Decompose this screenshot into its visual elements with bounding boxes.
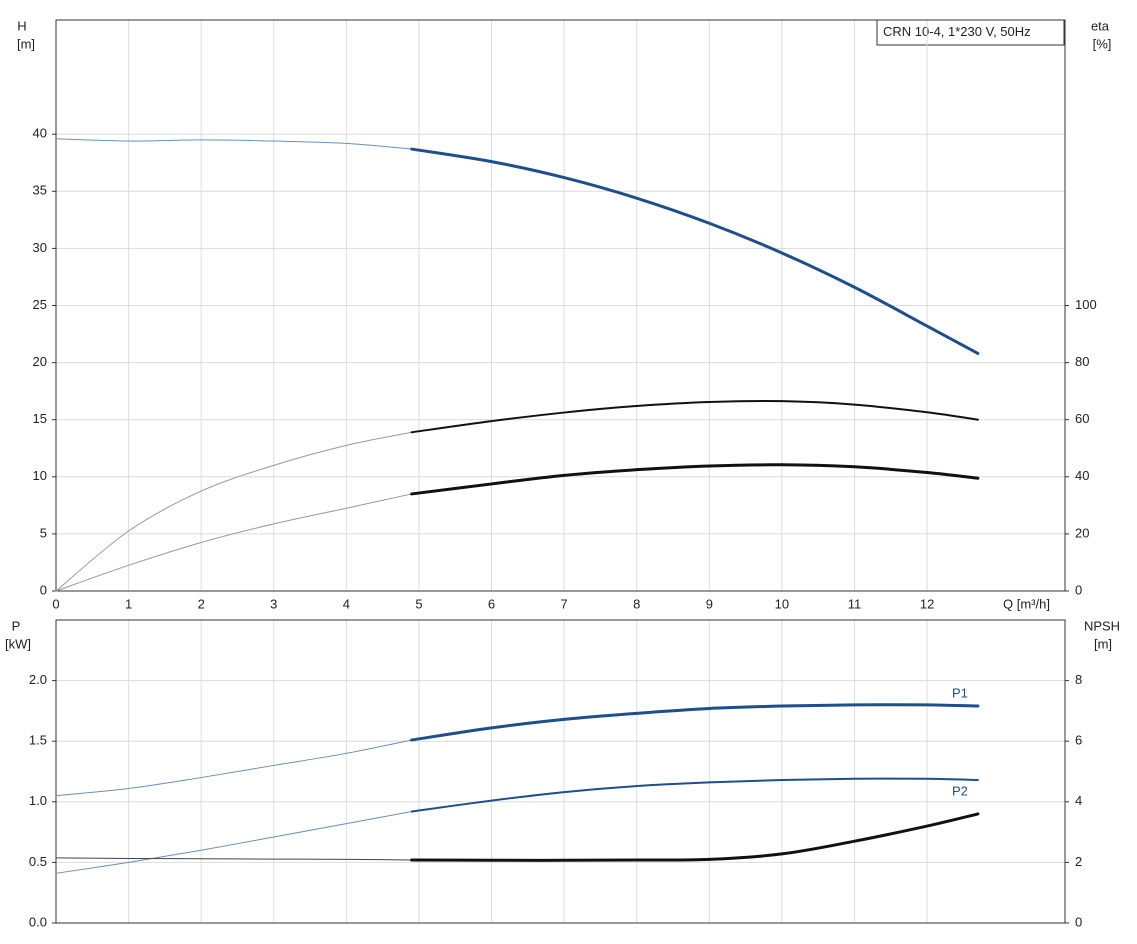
curve: [55, 138, 413, 150]
series-label: P1: [952, 685, 968, 700]
y-tick-label: 1.0: [29, 793, 47, 808]
y2-axis-unit: [%]: [1093, 36, 1112, 51]
curve: [410, 147, 980, 355]
y-tick-label: 1.5: [29, 733, 47, 748]
y-axis-unit: [kW]: [5, 636, 31, 651]
series-label: P2: [952, 783, 968, 798]
x-tick-label: 0: [52, 596, 59, 611]
curve: [410, 463, 980, 496]
y2-tick-label: 20: [1075, 525, 1089, 540]
y-axis-label: P: [12, 618, 21, 633]
x-tick-label: 4: [343, 596, 350, 611]
y2-tick-label: 4: [1075, 793, 1082, 808]
y2-tick-label: 6: [1075, 733, 1082, 748]
x-tick-label: 7: [561, 596, 568, 611]
y-tick-label: 0.5: [29, 854, 47, 869]
y-tick-label: 35: [33, 183, 47, 198]
x-tick-label: 1: [125, 596, 132, 611]
x-tick-label: 6: [488, 596, 495, 611]
y2-tick-label: 0: [1075, 582, 1082, 597]
x-tick-label: 3: [270, 596, 277, 611]
x-tick-label: 9: [706, 596, 713, 611]
curve: [410, 703, 980, 742]
curve: [55, 493, 413, 592]
title-box: [876, 19, 1065, 46]
x-axis-label: Q [m³/h]: [1003, 596, 1050, 611]
y-tick-label: 30: [33, 240, 47, 255]
x-tick-label: 8: [633, 596, 640, 611]
y-tick-label: 10: [33, 468, 47, 483]
x-tick-label: 2: [198, 596, 205, 611]
plot-frame: [55, 619, 1066, 924]
y2-tick-label: 2: [1075, 854, 1082, 869]
curve: [55, 739, 413, 797]
y2-axis-label: NPSH: [1084, 618, 1120, 633]
plot-frame: [55, 19, 1066, 592]
y-tick-label: 5: [40, 525, 47, 540]
y-tick-label: 0: [40, 582, 47, 597]
curve: [55, 810, 413, 874]
curve: [410, 777, 979, 813]
y2-tick-label: 80: [1075, 354, 1089, 369]
x-tick-label: 11: [848, 596, 862, 611]
curve: [410, 399, 979, 434]
y-tick-label: 20: [33, 354, 47, 369]
x-tick-label: 12: [920, 596, 934, 611]
x-tick-label: 5: [415, 596, 422, 611]
y2-tick-label: 100: [1075, 297, 1097, 312]
y-axis-unit: [m]: [17, 36, 35, 51]
curve: [55, 431, 413, 592]
y2-axis-label: eta: [1091, 18, 1110, 33]
y-tick-label: 0.0: [29, 914, 47, 929]
y2-tick-label: 60: [1075, 411, 1089, 426]
y-tick-label: 25: [33, 297, 47, 312]
y-axis-label: H: [17, 18, 26, 33]
y-tick-label: 15: [33, 411, 47, 426]
curve: [55, 857, 413, 861]
y2-tick-label: 40: [1075, 468, 1089, 483]
y2-tick-label: 0: [1075, 914, 1082, 929]
y2-tick-label: 8: [1075, 672, 1082, 687]
y-tick-label: 2.0: [29, 672, 47, 687]
x-tick-label: 10: [775, 596, 789, 611]
y2-axis-unit: [m]: [1094, 636, 1112, 651]
y-tick-label: 40: [33, 126, 47, 141]
chart-title: CRN 10-4, 1*230 V, 50Hz: [883, 24, 1031, 39]
curve: [410, 812, 980, 862]
